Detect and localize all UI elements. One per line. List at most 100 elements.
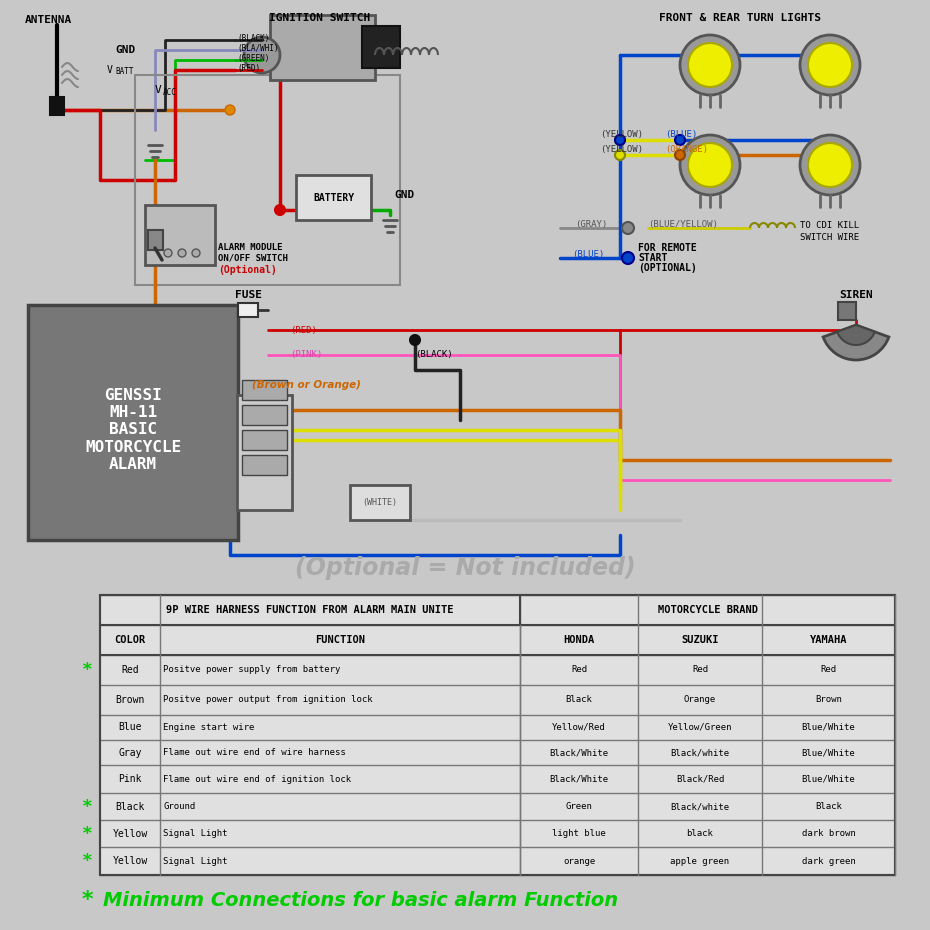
Text: Yellow: Yellow bbox=[113, 856, 148, 866]
Circle shape bbox=[164, 249, 172, 257]
Bar bbox=[100, 595, 895, 875]
Text: Blue/White: Blue/White bbox=[802, 723, 856, 732]
Text: Black: Black bbox=[115, 802, 145, 812]
Text: *: * bbox=[82, 852, 92, 870]
Text: Black/White: Black/White bbox=[550, 775, 608, 783]
Bar bbox=[135, 75, 400, 285]
Text: *: * bbox=[80, 890, 94, 910]
Text: (BLUE): (BLUE) bbox=[665, 130, 698, 140]
Text: Black: Black bbox=[565, 696, 592, 705]
Circle shape bbox=[675, 135, 685, 145]
Text: BATTERY: BATTERY bbox=[313, 193, 354, 203]
Text: V: V bbox=[107, 65, 113, 75]
Circle shape bbox=[244, 37, 280, 73]
Text: Green: Green bbox=[565, 802, 592, 811]
Bar bbox=[362, 26, 400, 68]
Text: Signal Light: Signal Light bbox=[163, 829, 228, 838]
Circle shape bbox=[622, 252, 634, 264]
Text: (BLACK): (BLACK) bbox=[415, 351, 453, 360]
Text: Signal Light: Signal Light bbox=[163, 857, 228, 866]
Text: ANTENNA: ANTENNA bbox=[25, 15, 73, 25]
Text: Yellow/Red: Yellow/Red bbox=[552, 723, 605, 732]
Text: Minimum Connections for basic alarm Function: Minimum Connections for basic alarm Func… bbox=[103, 891, 618, 910]
Text: 9P WIRE HARNESS FUNCTION FROM ALARM MAIN UNITE: 9P WIRE HARNESS FUNCTION FROM ALARM MAIN… bbox=[166, 605, 454, 615]
Text: Black/Red: Black/Red bbox=[676, 775, 724, 783]
Text: Red: Red bbox=[121, 665, 139, 675]
Bar bbox=[242, 430, 287, 450]
Text: (YELLOW): (YELLOW) bbox=[600, 130, 643, 140]
Text: (OPTIONAL): (OPTIONAL) bbox=[638, 263, 697, 273]
Text: Yellow: Yellow bbox=[113, 829, 148, 839]
Text: (BLA/WHI): (BLA/WHI) bbox=[237, 45, 279, 54]
Circle shape bbox=[800, 35, 860, 95]
Circle shape bbox=[615, 135, 625, 145]
Text: FRONT & REAR TURN LIGHTS: FRONT & REAR TURN LIGHTS bbox=[659, 13, 821, 23]
Text: TO CDI KILL: TO CDI KILL bbox=[800, 220, 859, 230]
Text: (RED): (RED) bbox=[237, 64, 260, 73]
Text: Flame out wire end of wire harness: Flame out wire end of wire harness bbox=[163, 748, 346, 757]
Text: (ORANGE): (ORANGE) bbox=[665, 145, 708, 154]
Text: Positve power output from ignition lock: Positve power output from ignition lock bbox=[163, 696, 373, 705]
Text: (RED): (RED) bbox=[290, 326, 317, 335]
Text: Black/white: Black/white bbox=[671, 748, 729, 757]
Text: light blue: light blue bbox=[552, 829, 605, 838]
Text: BATT: BATT bbox=[115, 68, 134, 76]
Circle shape bbox=[275, 205, 285, 215]
Circle shape bbox=[808, 43, 852, 87]
Text: ON/OFF SWITCH: ON/OFF SWITCH bbox=[218, 254, 288, 262]
Text: FUNCTION: FUNCTION bbox=[315, 635, 365, 645]
Text: *: * bbox=[82, 661, 92, 679]
Text: *: * bbox=[82, 798, 92, 816]
Circle shape bbox=[615, 135, 625, 145]
Circle shape bbox=[615, 150, 625, 160]
Bar bbox=[237, 395, 292, 510]
Text: Black/White: Black/White bbox=[550, 748, 608, 757]
Text: Brown: Brown bbox=[815, 696, 842, 705]
Text: dark green: dark green bbox=[802, 857, 856, 866]
Bar bbox=[350, 485, 410, 520]
Text: Yellow/Green: Yellow/Green bbox=[668, 723, 732, 732]
Text: Blue/White: Blue/White bbox=[802, 775, 856, 783]
Text: Positve power supply from battery: Positve power supply from battery bbox=[163, 666, 340, 674]
Circle shape bbox=[680, 135, 740, 195]
Bar bbox=[242, 405, 287, 425]
Text: (BLACK): (BLACK) bbox=[237, 34, 270, 44]
Text: Red: Red bbox=[820, 666, 837, 674]
Text: V: V bbox=[155, 85, 162, 95]
Wedge shape bbox=[823, 325, 889, 360]
Text: HONDA: HONDA bbox=[564, 635, 594, 645]
Text: (GRAY): (GRAY) bbox=[575, 220, 607, 230]
Circle shape bbox=[675, 150, 685, 160]
Text: (Brown or Orange): (Brown or Orange) bbox=[252, 380, 361, 390]
Bar bbox=[148, 230, 163, 250]
Text: Engine start wire: Engine start wire bbox=[163, 723, 255, 732]
Text: START: START bbox=[638, 253, 668, 263]
Text: (BLUE/YELLOW): (BLUE/YELLOW) bbox=[648, 220, 718, 230]
Text: (BLUE): (BLUE) bbox=[572, 250, 605, 259]
Text: Pink: Pink bbox=[118, 774, 141, 784]
Bar bbox=[838, 302, 856, 320]
Text: IGNITION SWITCH: IGNITION SWITCH bbox=[270, 13, 371, 23]
Text: dark brown: dark brown bbox=[802, 829, 856, 838]
Circle shape bbox=[705, 50, 715, 60]
Text: Orange: Orange bbox=[684, 696, 716, 705]
Text: (Optional = Not included): (Optional = Not included) bbox=[295, 556, 635, 580]
Text: Ground: Ground bbox=[163, 802, 195, 811]
Text: Black: Black bbox=[815, 802, 842, 811]
Bar bbox=[238, 303, 258, 317]
Text: GND: GND bbox=[115, 45, 135, 55]
Text: Gray: Gray bbox=[118, 748, 141, 758]
Text: orange: orange bbox=[563, 857, 595, 866]
Text: GENSSI
MH-11
BASIC
MOTORCYCLE
ALARM: GENSSI MH-11 BASIC MOTORCYCLE ALARM bbox=[85, 388, 181, 472]
Bar bbox=[145, 205, 215, 265]
Text: (GREEN): (GREEN) bbox=[237, 55, 270, 63]
Text: (PINK): (PINK) bbox=[290, 351, 323, 360]
Circle shape bbox=[178, 249, 186, 257]
Wedge shape bbox=[837, 325, 875, 345]
Bar bbox=[28, 305, 238, 540]
Text: SUZUKI: SUZUKI bbox=[682, 635, 719, 645]
Circle shape bbox=[808, 143, 852, 187]
Circle shape bbox=[688, 43, 732, 87]
Text: Red: Red bbox=[692, 666, 708, 674]
Text: apple green: apple green bbox=[671, 857, 729, 866]
